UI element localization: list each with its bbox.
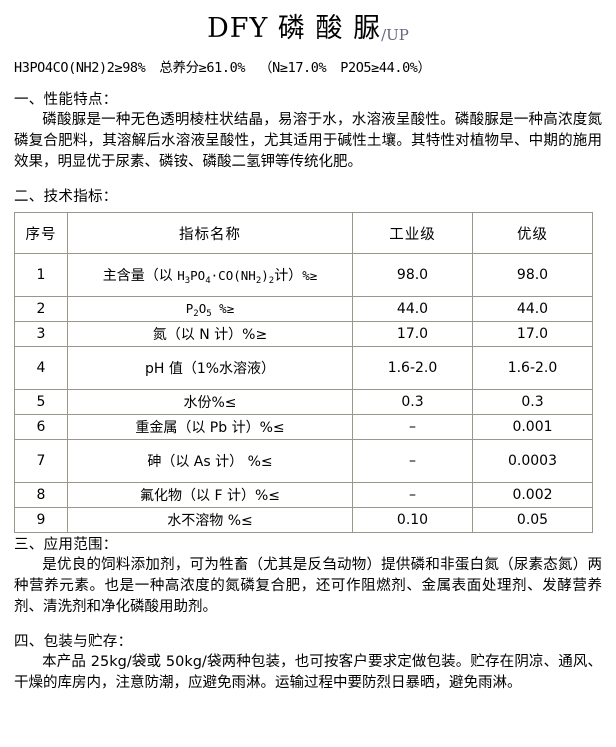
chem-f3: CO(NH [218,268,256,283]
cell-name: 主含量（以 H3PO4·CO(NH2)2计）%≥ [67,253,353,297]
table-row: 9 水不溶物 %≤ 0.10 0.05 [14,507,593,533]
cell-premium: 0.05 [472,507,593,533]
header-cell-name: 指标名称 [67,212,353,254]
table-row: 5 水份%≤ 0.3 0.3 [14,389,593,415]
spec-table: 序号 指标名称 工业级 优级 1 主含量（以 H3PO4·CO(NH2)2计）%… [14,212,593,533]
cell-no: 7 [14,439,68,483]
cell-no: 3 [14,321,68,347]
header-cell-no: 序号 [14,212,68,254]
chem-f2: PO [190,268,206,283]
cell-no: 6 [14,414,68,440]
cell-industrial: – [352,439,473,483]
cell-premium: 0.001 [472,414,593,440]
header-cell-industrial: 工业级 [352,212,473,254]
header-industrial-label: 工业级 [389,226,436,243]
chem-s1: 3 [184,276,191,286]
cell-no: 1 [14,253,68,297]
formula-part-p2o5: P2O5≥44.0%） [340,60,431,76]
chem-s2: 5 [206,309,212,319]
document-title: DFY 磷 酸 脲/UP [14,0,602,44]
name-unit: %≥ [211,301,235,316]
cell-industrial: – [352,482,473,508]
packaging-text: 本产品 25kg/袋或 50kg/袋两种包装，也可按客户要求定做包装。贮存在阴凉… [14,654,602,691]
cell-name: P2O5 %≥ [67,296,353,322]
formula-part-total-nutrient: 总养分≥61.0% [159,60,246,76]
formula-part-nitrogen: （N≥17.0% [259,60,327,76]
name-suffix: 计） [274,268,303,284]
cell-name: 氮（以 N 计）%≥ [67,321,353,347]
name-prefix: 主含量（以 [102,268,178,284]
cell-premium: 0.002 [472,482,593,508]
cell-no: 8 [14,482,68,508]
cell-no: 9 [14,507,68,533]
chem-s3: 2 [255,276,262,286]
cell-name: 重金属（以 Pb 计）%≤ [67,414,353,440]
header-premium-label: 优级 [517,226,548,243]
formula-part-main: H3PO4CO(NH2)2≥98% [14,60,146,76]
cell-premium: 0.0003 [472,439,593,483]
chem-f4: ) [261,268,269,283]
table-row: 3 氮（以 N 计）%≥ 17.0 17.0 [14,321,593,347]
cell-industrial: 1.6-2.0 [352,346,473,390]
title-main-text: DFY 磷 酸 脲 [207,13,382,44]
cell-industrial: – [352,414,473,440]
cell-industrial: 44.0 [352,296,473,322]
chem-s2: 4 [205,276,211,286]
formula-line: H3PO4CO(NH2)2≥98% 总养分≥61.0% （N≥17.0% P2O5≥4… [14,56,602,76]
name-unit: %≥ [302,268,318,283]
section-heading-performance: 一、性能特点： [14,92,118,108]
cell-name: 氟化物（以 F 计）%≤ [67,482,353,508]
cell-industrial: 17.0 [352,321,473,347]
section-body-packaging: 本产品 25kg/袋或 50kg/袋两种包装，也可按客户要求定做包装。贮存在阴凉… [14,652,602,694]
cell-premium: 17.0 [472,321,593,347]
application-text: 是优良的饲料添加剂，可为牲畜（尤其是反刍动物）提供磷和非蛋白氮（尿素态氮）两种营… [14,557,602,615]
cell-name: 水份%≤ [67,389,353,415]
table-row: 4 pH 值（1%水溶液） 1.6-2.0 1.6-2.0 [14,346,593,390]
chem-f1: P [185,301,194,316]
cell-premium: 44.0 [472,296,593,322]
section-body-application: 是优良的饲料添加剂，可为牲畜（尤其是反刍动物）提供磷和非蛋白氮（尿素态氮）两种营… [14,555,602,618]
cell-industrial: 98.0 [352,253,473,297]
cell-industrial: 0.3 [352,389,473,415]
table-row: 8 氟化物（以 F 计）%≤ – 0.002 [14,482,593,508]
cell-no: 2 [14,296,68,322]
section-body-performance: 磷酸脲是一种无色透明棱柱状结晶，易溶于水，水溶液呈酸性。磷酸脲是一种高浓度氮磷复… [14,110,602,173]
chem-s4: 2 [268,276,275,286]
header-no-label: 序号 [25,226,57,243]
cell-name: 砷（以 As 计） %≤ [67,439,353,483]
table-header-row: 序号 指标名称 工业级 优级 [14,212,593,254]
performance-text: 磷酸脲是一种无色透明棱柱状结晶，易溶于水，水溶液呈酸性。磷酸脲是一种高浓度氮磷复… [14,112,602,170]
header-name-label: 指标名称 [179,226,241,243]
cell-premium: 1.6-2.0 [472,346,593,390]
cell-industrial: 0.10 [352,507,473,533]
table-row: 1 主含量（以 H3PO4·CO(NH2)2计）%≥ 98.0 98.0 [14,253,593,297]
cell-name: pH 值（1%水溶液） [67,346,353,390]
cell-no: 4 [14,346,68,390]
chem-f1: H [177,268,185,283]
table-row: 2 P2O5 %≥ 44.0 44.0 [14,296,593,322]
cell-premium: 98.0 [472,253,593,297]
section-heading-technical: 二、技术指标： [14,189,118,205]
cell-no: 5 [14,389,68,415]
header-cell-premium: 优级 [472,212,593,254]
chem-dot: · [210,268,219,283]
section-heading-packaging: 四、包装与贮存： [14,634,133,650]
cell-premium: 0.3 [472,389,593,415]
chem-s1: 2 [193,309,199,319]
chem-f2: O [198,301,207,316]
cell-name: 水不溶物 %≤ [67,507,353,533]
title-suffix-text: /UP [381,26,409,44]
table-row: 6 重金属（以 Pb 计）%≤ – 0.001 [14,414,593,440]
section-heading-application: 三、应用范围： [14,537,118,553]
table-row: 7 砷（以 As 计） %≤ – 0.0003 [14,439,593,483]
